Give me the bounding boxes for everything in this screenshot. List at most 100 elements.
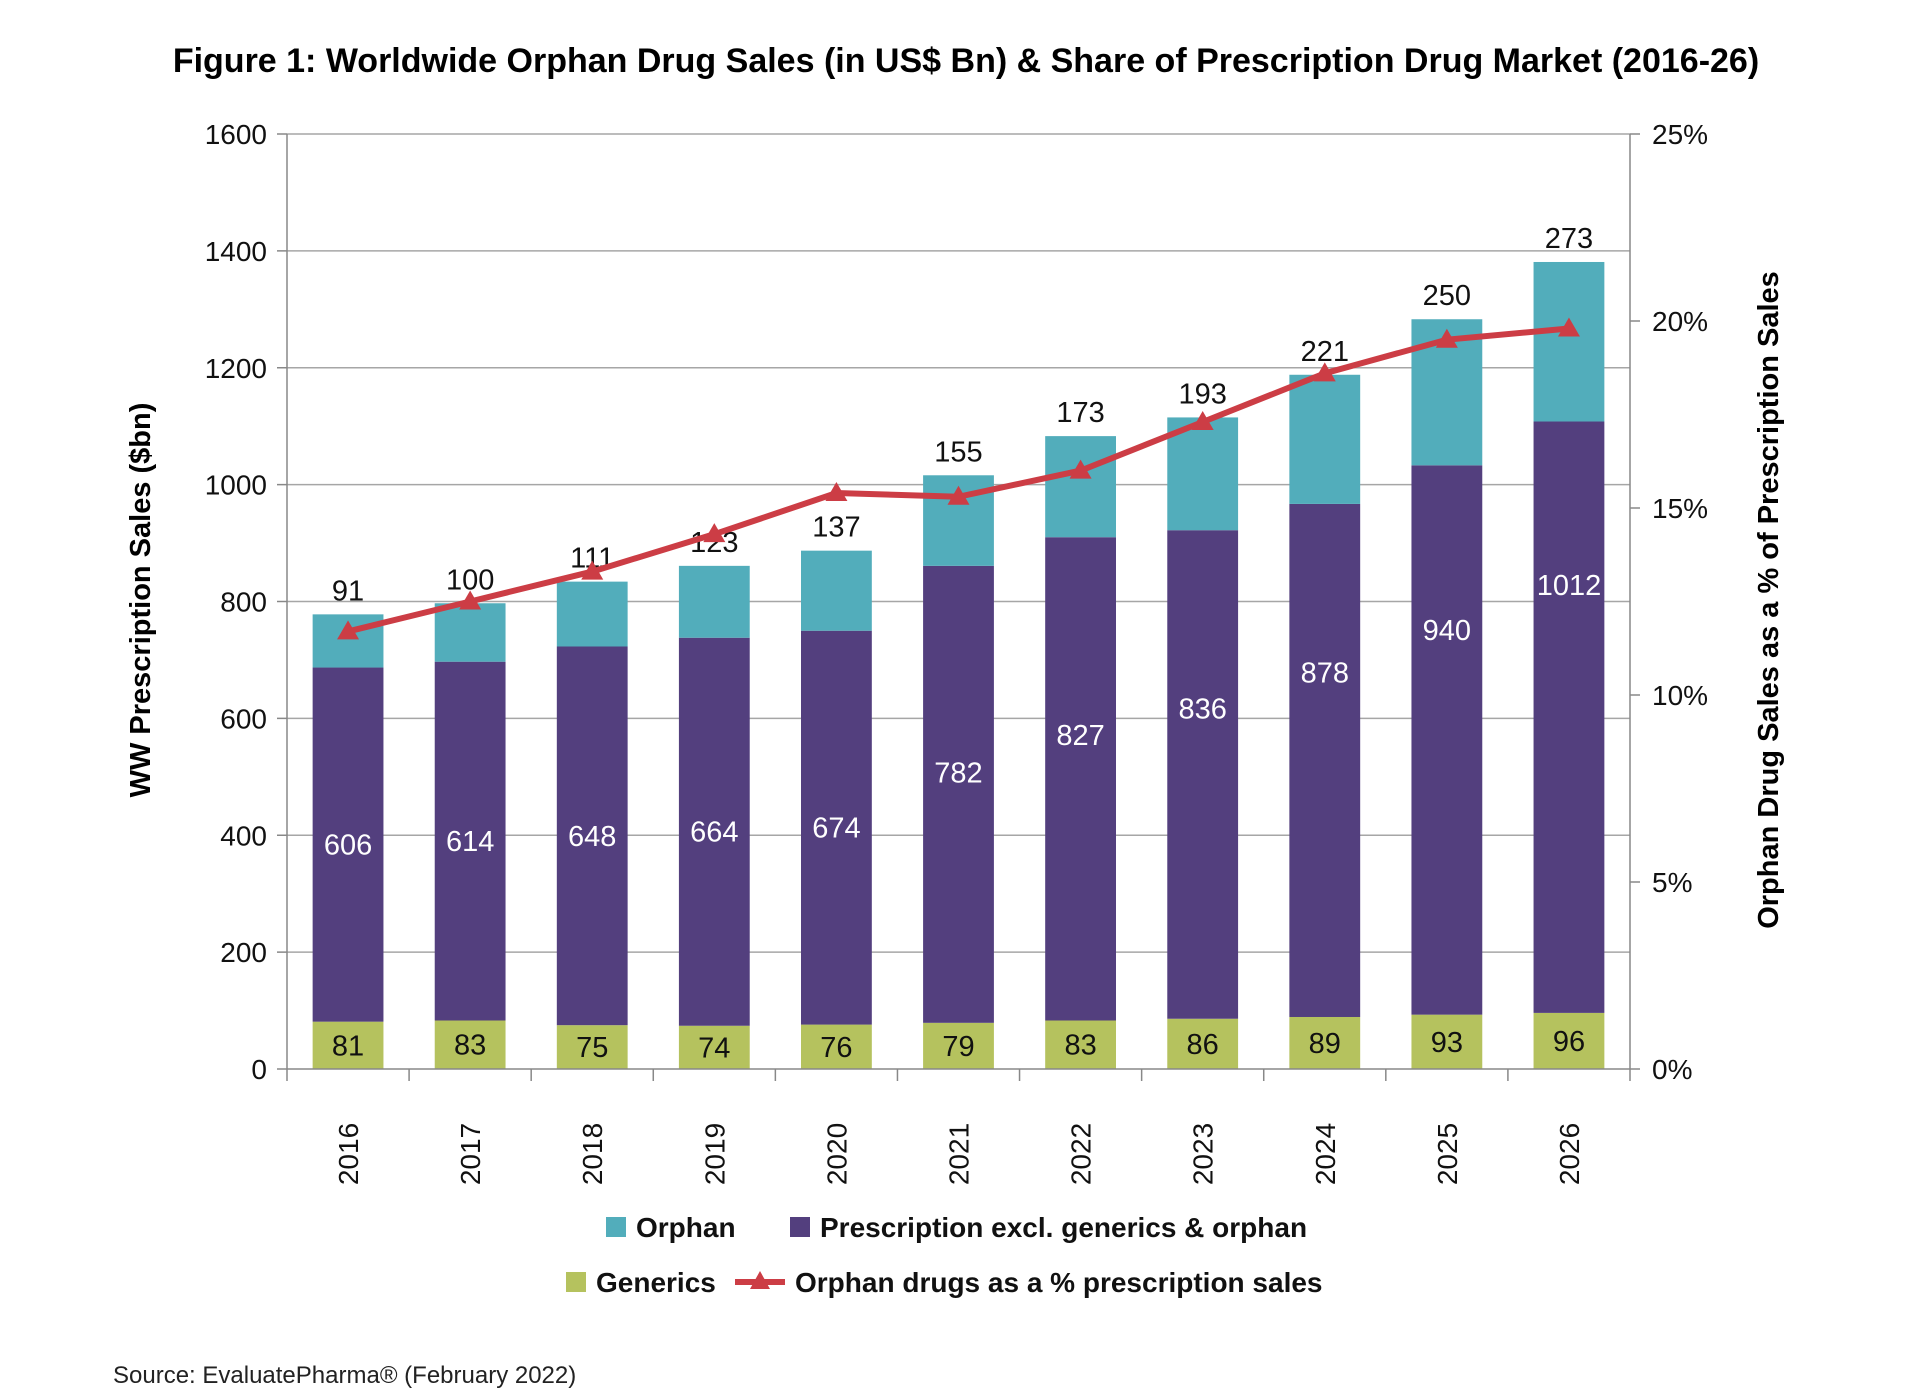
x-tick-label: 2018 xyxy=(577,1123,608,1185)
x-tick-label: 2022 xyxy=(1066,1123,1097,1185)
data-label: 155 xyxy=(934,436,982,468)
data-label: 89 xyxy=(1309,1028,1341,1060)
bar-segment xyxy=(1533,261,1605,422)
bar-segment xyxy=(678,1025,750,1069)
bar-segment xyxy=(923,1022,994,1069)
data-label: 878 xyxy=(1301,657,1349,689)
bar-segment xyxy=(1289,374,1361,504)
data-label: 836 xyxy=(1178,693,1226,725)
y-tick-label: 1000 xyxy=(205,470,267,501)
source-note: Source: EvaluatePharma® (February 2022) xyxy=(113,1362,576,1389)
x-tick-label: 2017 xyxy=(455,1123,486,1185)
data-label: 614 xyxy=(446,826,494,858)
y-tick-label: 800 xyxy=(220,587,267,618)
line-marker xyxy=(337,620,360,640)
legend-label-percent-line: Orphan drugs as a % prescription sales xyxy=(795,1267,1323,1298)
y2-tick-label: 5% xyxy=(1652,867,1692,898)
y-tick-label: 200 xyxy=(220,937,267,968)
data-label: 75 xyxy=(576,1032,608,1064)
y2-tick-label: 15% xyxy=(1652,493,1708,524)
bar-segment xyxy=(434,1020,506,1069)
bar-segment xyxy=(1289,1016,1361,1069)
legend-label-generics: Generics xyxy=(596,1267,716,1298)
data-label: 79 xyxy=(942,1031,974,1063)
data-label: 827 xyxy=(1056,720,1104,752)
chart-title: Figure 1: Worldwide Orphan Drug Sales (i… xyxy=(173,42,1759,80)
y-tick-label: 0 xyxy=(251,1054,267,1085)
legend-label-prescription: Prescription excl. generics & orphan xyxy=(820,1212,1307,1243)
data-label: 81 xyxy=(332,1030,364,1062)
data-label: 96 xyxy=(1553,1026,1585,1058)
line-marker xyxy=(825,482,848,502)
x-tick-label: 2020 xyxy=(821,1123,852,1185)
x-tick-label: 2025 xyxy=(1432,1123,1463,1185)
bar-segment xyxy=(1045,436,1116,538)
bar-segment xyxy=(556,646,628,1026)
line-marker xyxy=(1313,362,1336,382)
bar-segment xyxy=(801,630,872,1025)
line-marker xyxy=(459,590,482,610)
data-label: 74 xyxy=(698,1032,730,1064)
y2-tick-label: 0% xyxy=(1652,1054,1692,1085)
x-tick-label: 2019 xyxy=(699,1123,730,1185)
data-label: 1012 xyxy=(1537,570,1602,602)
bar-segment xyxy=(1167,1018,1239,1069)
y-tick-label: 1200 xyxy=(205,353,267,384)
data-label: 76 xyxy=(820,1032,852,1064)
axes: 0 200 400 600 800 1000 1200 1400 1600 0% 5% 10% 15% 2… xyxy=(205,119,1708,1185)
bar-segment xyxy=(678,637,750,1026)
line-marker xyxy=(1435,328,1458,348)
data-label: 86 xyxy=(1187,1029,1219,1061)
bar-segment xyxy=(923,565,994,1023)
x-tick-label: 2024 xyxy=(1310,1123,1341,1185)
bar-segment xyxy=(312,667,384,1022)
bars xyxy=(312,261,1605,1069)
data-label: 606 xyxy=(324,830,372,862)
bar-segment xyxy=(1045,537,1116,1021)
data-labels: 8160691836141007564811174664123766741377… xyxy=(324,223,1601,1064)
data-label: 137 xyxy=(812,512,860,544)
x-tick-label: 2023 xyxy=(1188,1123,1219,1185)
bar-segment xyxy=(801,550,872,631)
line-marker xyxy=(1191,410,1214,430)
data-label: 782 xyxy=(934,757,982,789)
bar-segment xyxy=(678,565,750,638)
data-label: 664 xyxy=(690,817,738,849)
y-tick-label: 1600 xyxy=(205,119,267,150)
data-label: 83 xyxy=(1064,1030,1096,1062)
legend-swatch-orphan xyxy=(606,1217,626,1237)
bar-segment xyxy=(556,1025,628,1069)
bar-segment xyxy=(1411,465,1483,1015)
legend-label-orphan: Orphan xyxy=(636,1212,736,1243)
x-tick-label: 2026 xyxy=(1554,1123,1585,1185)
line-marker xyxy=(947,485,970,505)
bar-segment xyxy=(801,1024,872,1069)
x-tick-label: 2016 xyxy=(333,1123,364,1185)
data-label: 940 xyxy=(1423,615,1471,647)
bar-segment xyxy=(1289,503,1361,1017)
bar-segment xyxy=(1167,530,1239,1019)
data-label: 83 xyxy=(454,1030,486,1062)
y-axis-label: WW Prescription Sales ($bn) xyxy=(125,403,157,798)
line-marker xyxy=(581,560,604,580)
bar-segment xyxy=(434,603,506,662)
data-label: 93 xyxy=(1431,1027,1463,1059)
data-label: 674 xyxy=(812,813,860,845)
bar-segment xyxy=(1045,1020,1116,1069)
percent-line xyxy=(337,317,1580,640)
y-tick-label: 1400 xyxy=(205,236,267,267)
legend-swatch-generics xyxy=(566,1272,586,1292)
legend-marker-triangle xyxy=(750,1271,770,1289)
data-label: 648 xyxy=(568,821,616,853)
bar-segment xyxy=(556,581,628,647)
y2-tick-label: 25% xyxy=(1652,119,1708,150)
y2-tick-label: 20% xyxy=(1652,306,1708,337)
bar-segment xyxy=(1533,421,1605,1013)
line-marker xyxy=(1557,317,1580,337)
legend-swatch-prescription xyxy=(790,1217,810,1237)
bar-segment xyxy=(1167,417,1239,531)
bar-segment xyxy=(1411,1014,1483,1069)
bar-segment xyxy=(312,1021,384,1069)
data-label: 91 xyxy=(332,575,364,607)
